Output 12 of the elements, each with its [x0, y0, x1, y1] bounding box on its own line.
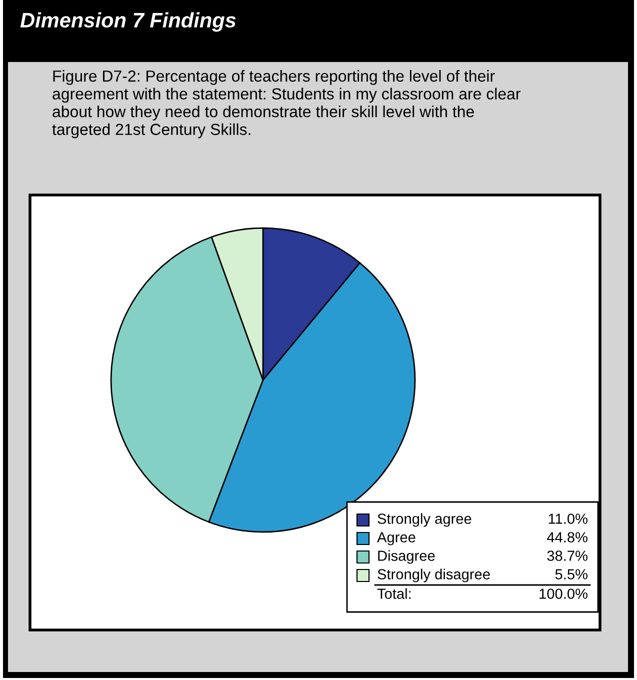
data-label: 11.0% — [548, 514, 588, 524]
text: 100.0% — [540, 588, 588, 599]
text: Total: — [377, 588, 411, 599]
data-label: 38.7% — [547, 550, 588, 561]
chart-subtitle: Figure D7-2: Percentage of teachers reporting the level of their agreement with the statement: Students in my classroom are clear about how they need to demonstrate their skill level with the targeted 21st Century Skills. — [52, 70, 520, 138]
legend-label: Strongly disagree — [378, 568, 490, 582]
legend-label: Disagree — [378, 550, 435, 564]
data-label: 44.8% — [546, 532, 588, 542]
legend-label: Strongly agree — [378, 513, 472, 527]
chart-title: Dimension 7 Findings — [20, 12, 236, 32]
legend-label: Agree — [377, 532, 416, 546]
data-label: 5.5% — [555, 569, 588, 580]
